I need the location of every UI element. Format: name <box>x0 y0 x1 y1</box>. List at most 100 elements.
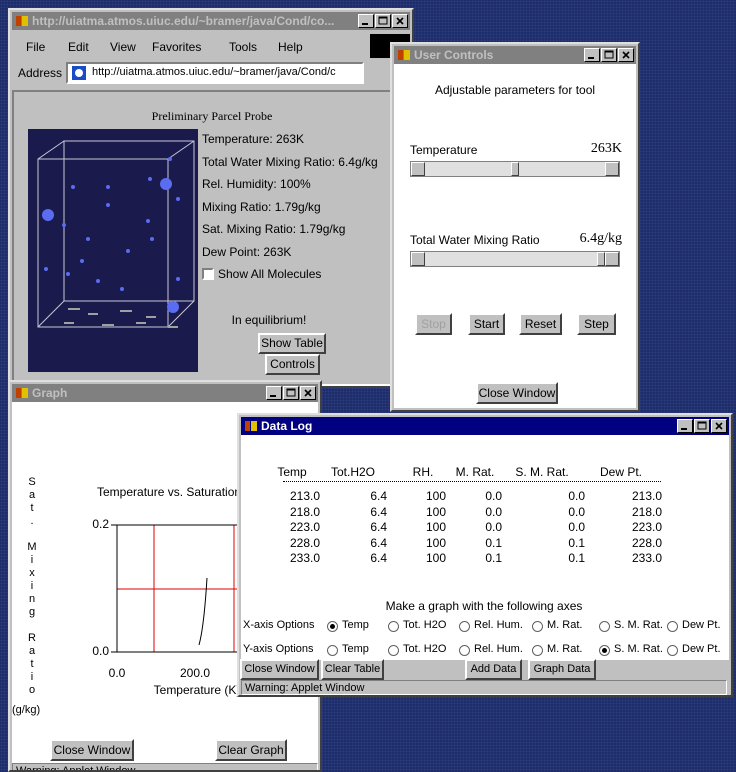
readout: Mixing Ratio: 1.79g/kg <box>202 200 321 214</box>
slider-label: Temperature <box>410 143 477 157</box>
log-button[interactable]: Clear Table <box>321 659 384 680</box>
radio-button[interactable] <box>327 621 338 632</box>
table-cell: 0.0 <box>485 505 502 519</box>
x-tick-label: 0.0 <box>109 666 126 680</box>
radio-label: S. M. Rat. <box>614 619 663 631</box>
table-cell: 6.4 <box>370 505 387 519</box>
applet-title: Preliminary Parcel Probe <box>14 109 410 124</box>
graph-prompt: Make a graph with the following axes <box>239 599 729 613</box>
slider-label: Total Water Mixing Ratio <box>410 233 540 247</box>
radio-button[interactable] <box>532 645 543 656</box>
radio-button[interactable] <box>599 621 610 632</box>
radio-button[interactable] <box>459 621 470 632</box>
table-cell: 0.1 <box>568 536 585 550</box>
radio-label: Temp <box>342 619 369 631</box>
parcel-box <box>28 129 198 372</box>
header-rule <box>283 481 661 482</box>
radio-button[interactable] <box>667 645 678 656</box>
control-button[interactable]: Start <box>468 313 505 335</box>
slider[interactable] <box>410 161 620 177</box>
readout: Sat. Mixing Ratio: 1.79g/kg <box>202 222 345 236</box>
slider-thumb[interactable] <box>511 162 519 176</box>
menu-item[interactable]: Favorites <box>152 40 201 54</box>
maximize-button[interactable] <box>601 48 617 62</box>
status-bar: Warning: Applet Window <box>241 680 727 695</box>
x-axis-label: Temperature (K) <box>154 683 241 697</box>
control-button[interactable]: Reset <box>519 313 562 335</box>
radio-button[interactable] <box>459 645 470 656</box>
radio-button[interactable] <box>388 645 399 656</box>
address-label: Address <box>18 66 62 80</box>
table-cell: 218.0 <box>290 505 320 519</box>
checkbox[interactable] <box>202 268 214 280</box>
menu-item[interactable]: File <box>26 40 45 54</box>
close-button[interactable] <box>392 14 408 28</box>
readout: Rel. Humidity: 100% <box>202 177 311 191</box>
equilibrium-status: In equilibrium! <box>209 313 329 327</box>
table-cell: 0.1 <box>568 551 585 565</box>
log-button[interactable]: Close Window <box>240 659 319 680</box>
controls-window: User Controls Adjustable parameters for … <box>390 42 640 412</box>
button-label: Step <box>584 317 609 331</box>
table-cell: 233.0 <box>290 551 320 565</box>
close-window-button[interactable]: Close Window <box>476 382 558 404</box>
table-cell: 6.4 <box>370 520 387 534</box>
menu-item[interactable]: View <box>110 40 136 54</box>
controls-button[interactable]: Controls <box>265 354 320 375</box>
slider-arrow-right[interactable] <box>605 162 619 176</box>
table-cell: 228.0 <box>290 536 320 550</box>
radio-label: Rel. Hum. <box>474 643 523 655</box>
minimize-button[interactable] <box>358 14 374 28</box>
menu-item[interactable]: Help <box>278 40 303 54</box>
table-cell: 0.0 <box>568 520 585 534</box>
window-controls <box>676 419 727 433</box>
radio-label: Temp <box>342 643 369 655</box>
radio-label: Tot. H2O <box>403 643 446 655</box>
table-cell: 100 <box>426 505 446 519</box>
minimize-button[interactable] <box>584 48 600 62</box>
address-field[interactable]: http://uiatma.atmos.uiuc.edu/~bramer/jav… <box>66 62 364 84</box>
close-window-button[interactable]: Close Window <box>50 739 134 761</box>
page-content: Preliminary Parcel Probe Temp <box>12 90 412 386</box>
axis-option-label: Y-axis Options <box>243 643 314 655</box>
maximize-button[interactable] <box>375 14 391 28</box>
maximize-button[interactable] <box>694 419 710 433</box>
log-button[interactable]: Add Data <box>465 659 522 680</box>
y-tick-label: 0.2 <box>92 517 109 531</box>
table-cell: 100 <box>426 536 446 550</box>
column-header: S. M. Rat. <box>502 465 582 479</box>
radio-button[interactable] <box>599 645 610 656</box>
browser-window: http://uiatma.atmos.uiuc.edu/~bramer/jav… <box>8 8 414 388</box>
clear-graph-button[interactable]: Clear Graph <box>215 739 287 761</box>
minimize-button[interactable] <box>677 419 693 433</box>
column-header: Tot.H2O <box>313 465 393 479</box>
radio-label: M. Rat. <box>547 643 582 655</box>
radio-button[interactable] <box>388 621 399 632</box>
slider[interactable] <box>410 251 620 267</box>
table-cell: 6.4 <box>370 551 387 565</box>
menu-item[interactable]: Edit <box>68 40 89 54</box>
slider-arrow-left[interactable] <box>411 252 425 266</box>
window-title: Data Log <box>261 419 312 433</box>
close-button[interactable] <box>711 419 727 433</box>
curve <box>199 578 207 645</box>
menu-item[interactable]: Tools <box>229 40 257 54</box>
show-table-button[interactable]: Show Table <box>258 333 326 354</box>
log-button[interactable]: Graph Data <box>528 659 596 680</box>
radio-button[interactable] <box>532 621 543 632</box>
table-cell: 100 <box>426 489 446 503</box>
status-bar: Warning: Applet Window <box>12 763 318 772</box>
table-cell: 223.0 <box>290 520 320 534</box>
table-cell: 100 <box>426 551 446 565</box>
radio-button[interactable] <box>667 621 678 632</box>
radio-label: Dew Pt. <box>682 619 721 631</box>
radio-label: Dew Pt. <box>682 643 721 655</box>
slider-arrow-left[interactable] <box>411 162 425 176</box>
title-bar: Data Log <box>241 417 729 435</box>
radio-label: Rel. Hum. <box>474 619 523 631</box>
close-button[interactable] <box>618 48 634 62</box>
slider-thumb[interactable] <box>597 252 605 266</box>
slider-arrow-right[interactable] <box>605 252 619 266</box>
radio-button[interactable] <box>327 645 338 656</box>
control-button[interactable]: Step <box>577 313 616 335</box>
